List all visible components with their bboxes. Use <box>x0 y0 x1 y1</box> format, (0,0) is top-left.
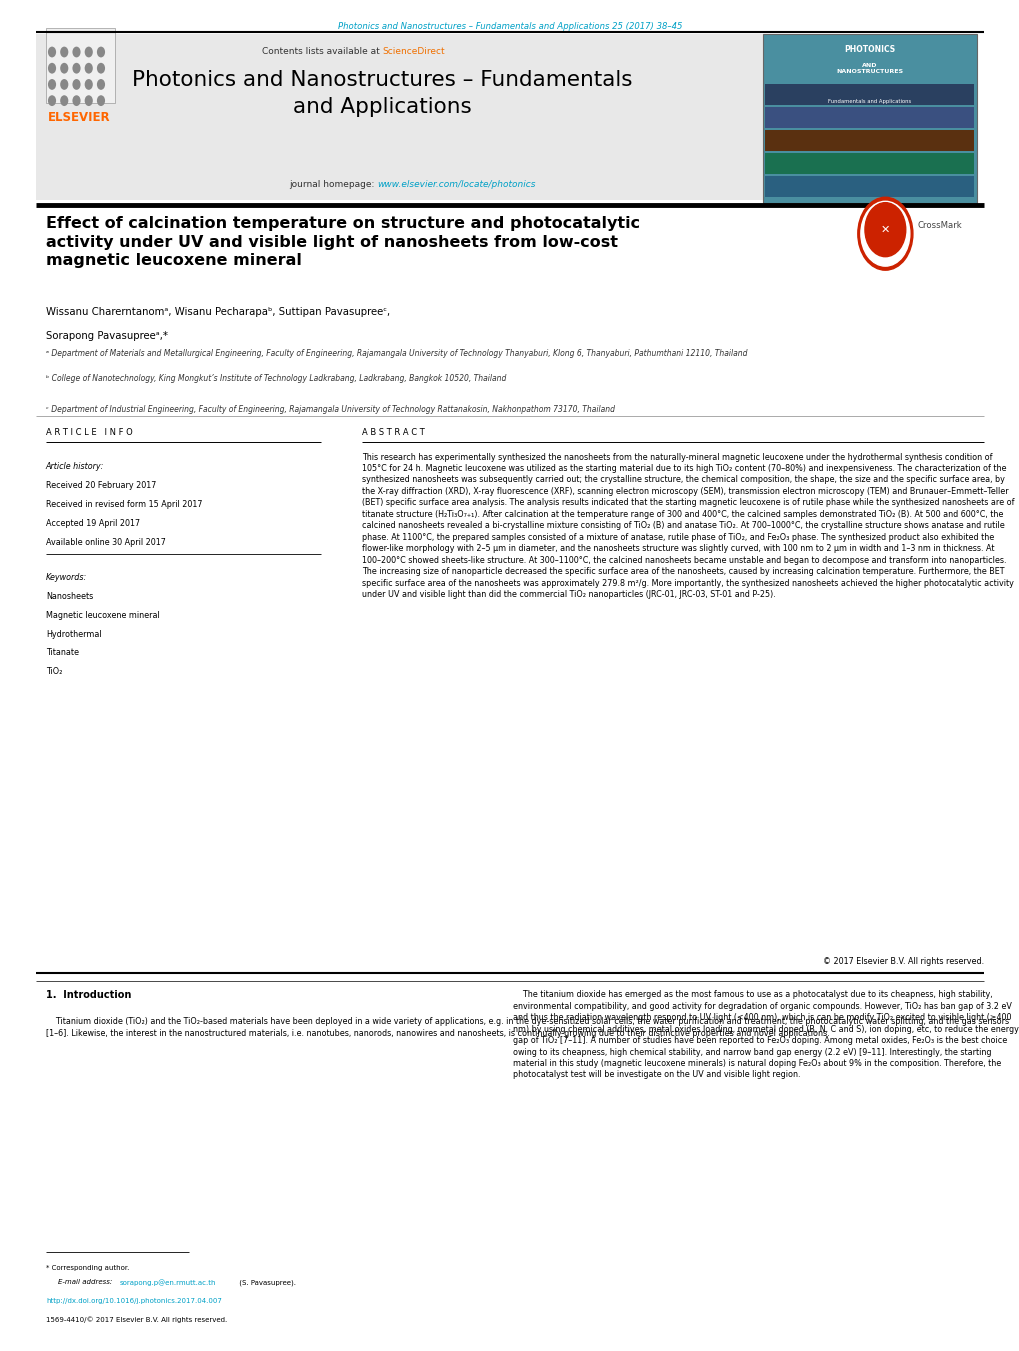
Text: © 2017 Elsevier B.V. All rights reserved.: © 2017 Elsevier B.V. All rights reserved… <box>822 957 983 966</box>
Text: ScienceDirect: ScienceDirect <box>382 47 444 57</box>
Bar <box>764 130 973 151</box>
Text: Magnetic leucoxene mineral: Magnetic leucoxene mineral <box>46 611 160 620</box>
Circle shape <box>60 47 68 58</box>
Text: Sorapong Pavasupreeᵃ,*: Sorapong Pavasupreeᵃ,* <box>46 331 168 340</box>
Circle shape <box>85 78 93 89</box>
Text: Contents lists available at: Contents lists available at <box>262 47 382 57</box>
Bar <box>36 34 774 200</box>
Text: Nanosheets: Nanosheets <box>46 592 93 601</box>
Text: sorapong.p@en.rmutt.ac.th: sorapong.p@en.rmutt.ac.th <box>119 1279 216 1286</box>
Circle shape <box>97 95 105 107</box>
Text: Fundamentals and Applications: Fundamentals and Applications <box>827 99 911 104</box>
Text: Titanium dioxide (TiO₂) and the TiO₂-based materials have been deployed in a wid: Titanium dioxide (TiO₂) and the TiO₂-bas… <box>46 1017 1008 1038</box>
Circle shape <box>97 78 105 89</box>
Bar <box>764 107 973 128</box>
Bar <box>764 153 973 174</box>
Text: http://dx.doi.org/10.1016/j.photonics.2017.04.007: http://dx.doi.org/10.1016/j.photonics.20… <box>46 1298 221 1304</box>
Circle shape <box>60 63 68 74</box>
Circle shape <box>85 47 93 58</box>
Circle shape <box>860 201 909 266</box>
Text: A R T I C L E   I N F O: A R T I C L E I N F O <box>46 428 132 438</box>
Circle shape <box>48 78 56 89</box>
Circle shape <box>48 63 56 74</box>
Circle shape <box>857 197 912 270</box>
Bar <box>764 84 973 105</box>
Text: Photonics and Nanostructures – Fundamentals and Applications 25 (2017) 38–45: Photonics and Nanostructures – Fundament… <box>337 23 682 31</box>
Text: * Corresponding author.: * Corresponding author. <box>46 1265 129 1270</box>
Text: Article history:: Article history: <box>46 462 104 471</box>
Text: Effect of calcination temperature on structure and photocatalytic
activity under: Effect of calcination temperature on str… <box>46 216 639 269</box>
Circle shape <box>48 47 56 58</box>
Text: This research has experimentally synthesized the nanosheets from the naturally-m: This research has experimentally synthes… <box>362 453 1014 598</box>
Bar <box>46 27 115 104</box>
Text: Photonics and Nanostructures – Fundamentals
and Applications: Photonics and Nanostructures – Fundament… <box>132 70 632 116</box>
Text: ᵃ Department of Materials and Metallurgical Engineering, Faculty of Engineering,: ᵃ Department of Materials and Metallurgi… <box>46 349 747 358</box>
Text: TiO₂: TiO₂ <box>46 667 62 677</box>
Text: ✕: ✕ <box>879 224 890 235</box>
Circle shape <box>864 203 905 257</box>
Text: E-mail address:: E-mail address: <box>58 1279 114 1285</box>
Text: Titanate: Titanate <box>46 648 78 658</box>
Circle shape <box>97 63 105 74</box>
Text: Hydrothermal: Hydrothermal <box>46 630 102 639</box>
Circle shape <box>72 63 81 74</box>
Circle shape <box>72 47 81 58</box>
Bar <box>764 176 973 197</box>
Circle shape <box>60 95 68 107</box>
Circle shape <box>48 95 56 107</box>
Text: Keywords:: Keywords: <box>46 573 87 582</box>
Text: 1.  Introduction: 1. Introduction <box>46 990 131 1000</box>
Text: The titanium dioxide has emerged as the most famous to use as a photocatalyst du: The titanium dioxide has emerged as the … <box>513 990 1018 1079</box>
Text: 1569-4410/© 2017 Elsevier B.V. All rights reserved.: 1569-4410/© 2017 Elsevier B.V. All right… <box>46 1316 227 1323</box>
Circle shape <box>60 78 68 89</box>
Text: ᵇ College of Nanotechnology, King Mongkut’s Institute of Technology Ladkrabang, : ᵇ College of Nanotechnology, King Mongku… <box>46 374 505 384</box>
Text: ᶜ Department of Industrial Engineering, Faculty of Engineering, Rajamangala Univ: ᶜ Department of Industrial Engineering, … <box>46 405 614 415</box>
Circle shape <box>85 63 93 74</box>
Bar <box>762 34 976 203</box>
Text: Available online 30 April 2017: Available online 30 April 2017 <box>46 538 166 547</box>
Circle shape <box>97 47 105 58</box>
Text: CrossMark: CrossMark <box>917 222 962 230</box>
Circle shape <box>72 78 81 89</box>
Circle shape <box>85 95 93 107</box>
Text: PHOTONICS: PHOTONICS <box>844 45 895 54</box>
Text: Wissanu Charerntanomᵃ, Wisanu Pecharapaᵇ, Suttipan Pavasupreeᶜ,: Wissanu Charerntanomᵃ, Wisanu Pecharapaᵇ… <box>46 307 389 316</box>
Text: ELSEVIER: ELSEVIER <box>48 112 110 124</box>
Text: Accepted 19 April 2017: Accepted 19 April 2017 <box>46 519 140 528</box>
Text: www.elsevier.com/locate/photonics: www.elsevier.com/locate/photonics <box>377 180 535 189</box>
Text: A B S T R A C T: A B S T R A C T <box>362 428 425 438</box>
Text: (S. Pavasupree).: (S. Pavasupree). <box>236 1279 296 1286</box>
Text: journal homepage:: journal homepage: <box>288 180 377 189</box>
Text: Received 20 February 2017: Received 20 February 2017 <box>46 481 156 490</box>
Circle shape <box>72 95 81 107</box>
Text: AND
NANOSTRUCTURES: AND NANOSTRUCTURES <box>836 63 903 74</box>
Text: Received in revised form 15 April 2017: Received in revised form 15 April 2017 <box>46 500 202 509</box>
